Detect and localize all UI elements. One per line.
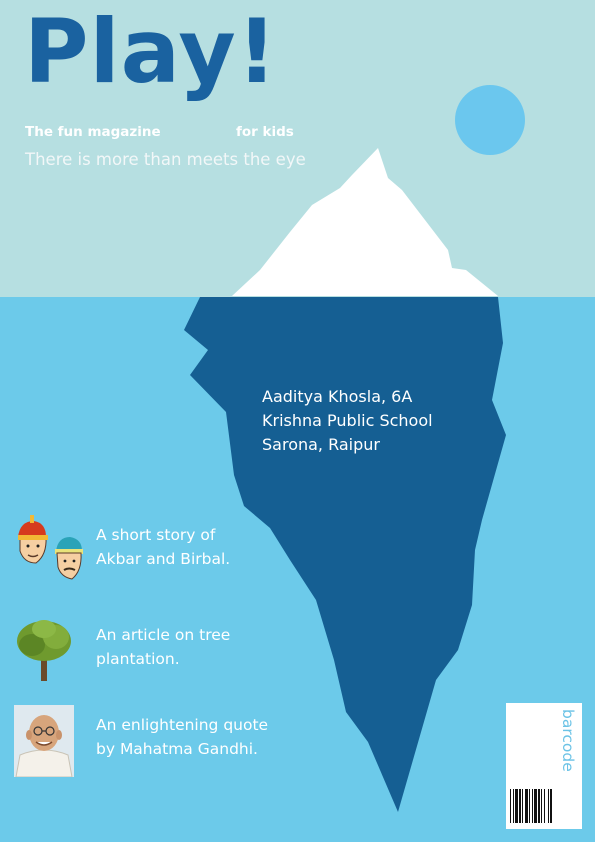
feature-text: An enlightening quote by Mahatma Gandhi. [96,713,268,761]
barcode-bar [532,789,533,823]
feature-line: Akbar and Birbal. [96,550,231,568]
barcode-bar [550,789,552,823]
barcode-bar [548,789,549,823]
barcode-bar [522,789,523,823]
author-name: Aaditya Khosla, 6A [262,387,413,406]
magazine-title: Play! [24,0,278,103]
akbar-birbal-icon [18,515,83,580]
barcode-bars [510,789,552,823]
barcode-bar [544,789,545,823]
author-school: Krishna Public School [262,411,433,430]
barcode-bar [519,789,521,823]
feature-line: by Mahatma Gandhi. [96,740,258,758]
tree-icon [17,620,71,681]
feature-text: An article on tree plantation. [96,623,230,671]
cover-headline: There is more than meets the eye [25,150,306,169]
barcode-bar [541,789,542,823]
gandhi-portrait-icon [14,705,74,777]
feature-akbar-birbal[interactable]: A short story of Akbar and Birbal. [14,515,414,587]
feature-line: An enlightening quote [96,716,269,734]
barcode-bar [525,789,528,823]
feature-line: An article on tree [96,626,231,644]
barcode: barcode [506,703,582,829]
author-details: Aaditya Khosla, 6A Krishna Public School… [262,385,433,457]
iceberg-underwater [184,297,506,812]
feature-line: plantation. [96,650,180,668]
sun [455,85,525,155]
barcode-bar [510,789,511,823]
tagline-left: The fun magazine [25,124,161,140]
barcode-bar [538,789,540,823]
feature-line: A short story of [96,526,216,544]
barcode-bar [513,789,514,823]
tagline-right: for kids [236,124,294,140]
barcode-label: barcode [559,709,577,772]
barcode-bar [529,789,530,823]
barcode-bar [534,789,537,823]
barcode-bar [515,789,518,823]
feature-text: A short story of Akbar and Birbal. [96,523,230,571]
feature-gandhi-quote[interactable]: An enlightening quote by Mahatma Gandhi. [14,705,414,777]
author-city: Sarona, Raipur [262,435,380,454]
iceberg-tip [232,148,498,296]
feature-tree-plantation[interactable]: An article on tree plantation. [14,615,414,687]
